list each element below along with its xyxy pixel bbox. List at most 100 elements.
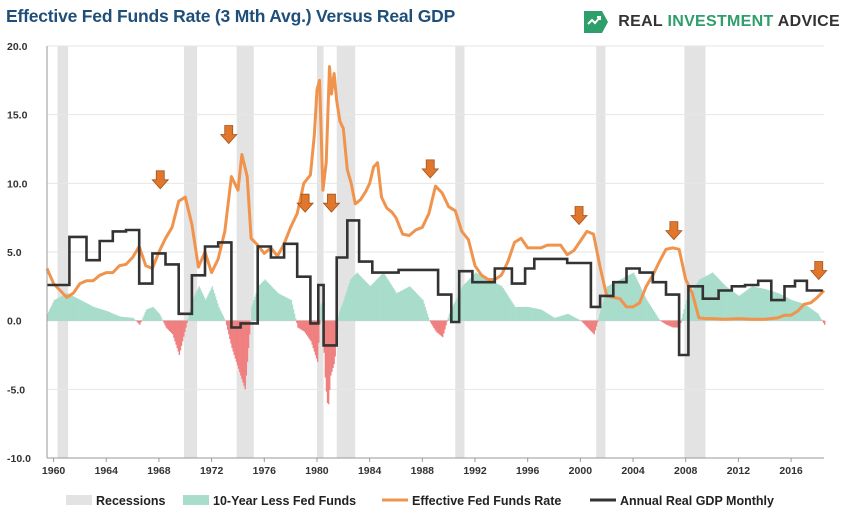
spread-bar-55 xyxy=(107,311,109,321)
spread-bar-607 xyxy=(713,273,715,321)
spread-bar-216 xyxy=(284,296,286,321)
spread-bar-328 xyxy=(406,287,409,321)
spread-bar-104 xyxy=(161,318,163,321)
spread-bar-645 xyxy=(754,287,757,321)
spread-bar-657 xyxy=(768,290,770,321)
spread-bar-298 xyxy=(374,281,376,321)
spread-bar-146 xyxy=(207,295,209,321)
spread-bar-688 xyxy=(802,303,804,321)
spread-bar-10 xyxy=(57,297,60,321)
spread-bar-445 xyxy=(535,308,537,321)
spread-bar-428 xyxy=(516,306,519,321)
spread-bar-457 xyxy=(548,314,550,321)
spread-bar-553 xyxy=(653,312,656,321)
spread-bar-466 xyxy=(558,316,560,321)
spread-bar-64 xyxy=(117,315,119,321)
spread-bar-641 xyxy=(750,287,752,321)
spread-bar-151 xyxy=(212,289,215,321)
spread-bar-11 xyxy=(59,297,61,321)
y-tick-label: -5.0 xyxy=(7,384,25,396)
spread-bar-642 xyxy=(751,286,753,321)
spread-bar-499 xyxy=(594,320,597,331)
spread-bar-312 xyxy=(389,282,391,321)
spread-bar-222 xyxy=(290,300,293,321)
spread-bar-508 xyxy=(604,294,606,321)
spread-bar-647 xyxy=(757,287,759,321)
spread-bar-156 xyxy=(218,306,220,321)
spread-bar-512 xyxy=(608,285,611,321)
spread-bar-455 xyxy=(546,313,548,321)
spread-bar-423 xyxy=(511,301,513,321)
spread-bar-19 xyxy=(67,293,70,321)
spread-bar-299 xyxy=(375,280,377,321)
spread-bar-97 xyxy=(153,308,155,321)
spread-bar-458 xyxy=(549,315,552,321)
spread-bar-373 xyxy=(456,297,458,321)
spread-bar-205 xyxy=(271,287,274,321)
spread-bar-391 xyxy=(476,273,478,321)
spread-bar-354 xyxy=(435,320,437,332)
spread-bar-678 xyxy=(791,300,793,321)
spread-bar-431 xyxy=(520,306,522,321)
spread-bar-17 xyxy=(65,293,68,321)
x-tick-label: 1988 xyxy=(411,465,435,477)
spread-bar-57 xyxy=(109,312,111,321)
spread-bar-673 xyxy=(785,297,787,321)
spread-bar-303 xyxy=(379,276,381,321)
down-arrow-icon xyxy=(570,206,588,226)
spread-bar-36 xyxy=(86,303,88,321)
spread-bar-572 xyxy=(674,320,677,328)
spread-bar-286 xyxy=(360,277,363,321)
spread-bar-287 xyxy=(361,278,364,321)
spread-bar-545 xyxy=(645,297,647,321)
spread-bar-426 xyxy=(514,306,516,321)
spread-bar-469 xyxy=(561,315,564,321)
spread-bar-566 xyxy=(668,320,670,326)
spread-bar-6 xyxy=(53,300,55,321)
spread-bar-174 xyxy=(237,320,240,369)
spread-bar-103 xyxy=(160,316,162,321)
spread-bar-707 xyxy=(822,320,825,323)
down-arrow-icon xyxy=(322,193,341,213)
spread-bar-292 xyxy=(367,284,369,321)
spread-bar-552 xyxy=(652,310,655,321)
spread-bar-437 xyxy=(526,306,528,321)
spread-bar-215 xyxy=(282,296,285,321)
spread-bar-701 xyxy=(816,312,818,321)
spread-bar-163 xyxy=(225,320,228,326)
spread-bar-388 xyxy=(472,274,475,321)
spread-bar-419 xyxy=(506,294,509,321)
legend-label-fed-funds: Effective Fed Funds Rate xyxy=(412,494,561,508)
spread-bar-625 xyxy=(732,291,735,321)
spread-bar-605 xyxy=(710,273,713,321)
spread-bar-396 xyxy=(481,276,483,321)
spread-bar-27 xyxy=(76,298,79,321)
spread-bar-272 xyxy=(345,293,347,321)
spread-bar-613 xyxy=(719,280,722,321)
spread-bar-253 xyxy=(324,320,327,378)
spread-bar-45 xyxy=(96,307,98,321)
spread-bar-248 xyxy=(319,320,321,324)
spread-bar-644 xyxy=(753,286,756,321)
spread-bar-86 xyxy=(141,319,143,321)
spread-bar-94 xyxy=(150,307,152,321)
spread-bar-316 xyxy=(393,289,396,321)
spread-bar-416 xyxy=(503,289,505,321)
spread-bar-534 xyxy=(633,272,635,321)
spread-bar-496 xyxy=(591,320,593,333)
spread-bar-112 xyxy=(169,320,172,333)
spread-bar-247 xyxy=(318,320,320,343)
spread-bar-13 xyxy=(61,296,63,321)
spread-bar-124 xyxy=(183,320,185,337)
spread-bar-681 xyxy=(794,301,796,321)
spread-bar-557 xyxy=(658,318,660,321)
spread-bar-110 xyxy=(167,320,170,330)
spread-bar-670 xyxy=(782,295,784,321)
spread-bar-25 xyxy=(74,297,76,321)
spread-bar-524 xyxy=(622,278,624,321)
spread-bar-300 xyxy=(376,279,378,321)
spread-bar-689 xyxy=(803,303,805,321)
down-arrow-icon xyxy=(219,125,238,145)
spread-bar-447 xyxy=(537,308,539,321)
spread-bar-649 xyxy=(759,287,761,321)
